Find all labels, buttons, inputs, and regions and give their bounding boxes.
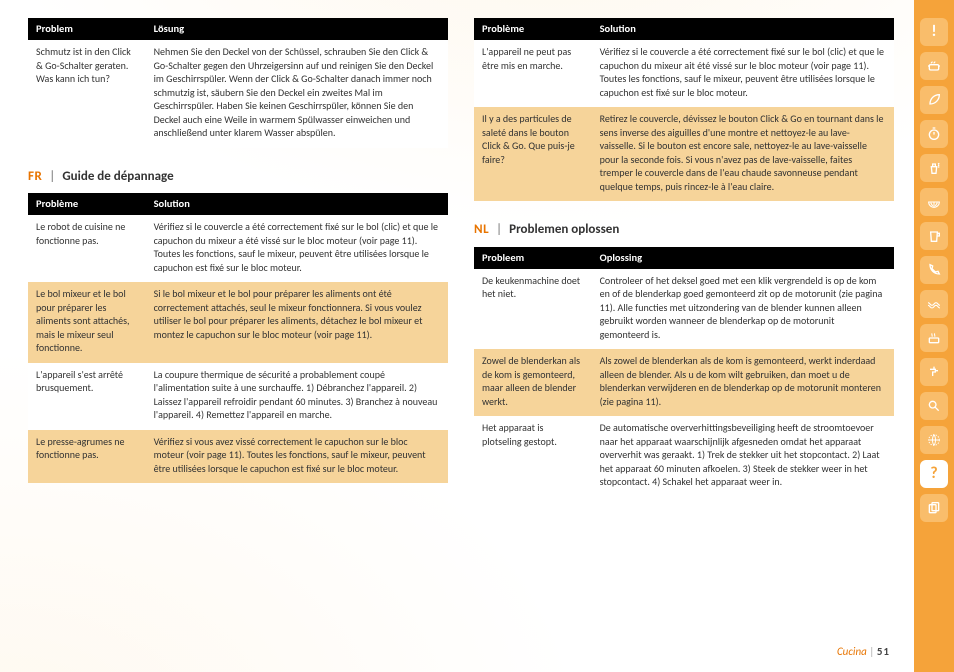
- table-row: Le robot de cuisine ne fonctionne pas. V…: [28, 215, 448, 282]
- cell-solution: Controleer of het deksel goed met een kl…: [592, 269, 894, 350]
- fr2-col-solution: Solution: [592, 18, 894, 40]
- heading-subtitle: Problemen oplossen: [509, 222, 619, 237]
- fr-table: Problème Solution Le robot de cuisine ne…: [28, 193, 448, 483]
- cell-problem: Il y a des particules de saleté dans le …: [474, 107, 592, 201]
- page-footer: Cucina | 51: [837, 645, 890, 660]
- citrus-icon[interactable]: [920, 188, 948, 216]
- cell-problem: Le robot de cuisine ne fonctionne pas.: [28, 215, 146, 282]
- cell-solution: Vérifiez si le couvercle a été correctem…: [592, 40, 894, 107]
- globe-icon[interactable]: [920, 426, 948, 454]
- nl-col-solution: Oplossing: [592, 247, 894, 269]
- lang-code: NL: [474, 222, 489, 237]
- cell-problem: Le bol mixeur et le bol pour préparer le…: [28, 282, 146, 363]
- heading-separator: |: [49, 169, 55, 184]
- tap-icon[interactable]: [920, 358, 948, 386]
- help-icon[interactable]: ?: [920, 460, 948, 488]
- side-tab-bar: ! ?: [914, 0, 954, 672]
- cell-solution: Nehmen Sie den Deckel von der Schüssel, …: [146, 40, 448, 148]
- cell-problem: L'appareil s'est arrêté brusquement.: [28, 363, 146, 430]
- heading-separator: |: [496, 222, 502, 237]
- fr-col-problem: Problème: [28, 193, 146, 215]
- table-row: Il y a des particules de saleté dans le …: [474, 107, 894, 201]
- cell-solution: De automatische oververhittingsbeveiligi…: [592, 416, 894, 497]
- steam-icon[interactable]: [920, 324, 948, 352]
- fr-heading: FR | Guide de dépannage: [28, 168, 448, 186]
- wave-icon[interactable]: [920, 290, 948, 318]
- cell-problem: Schmutz ist in den Click & Go-Schalter g…: [28, 40, 146, 148]
- cards-icon[interactable]: [920, 494, 948, 522]
- nl-table: Probleem Oplossing De keukenmachine doet…: [474, 247, 894, 497]
- cell-problem: Le presse-agrumes ne fonctionne pas.: [28, 430, 146, 484]
- jug-icon[interactable]: [920, 222, 948, 250]
- table-row: Het apparaat is plotseling gestopt. De a…: [474, 416, 894, 497]
- table-row: Zowel de blenderkan als de kom is gemont…: [474, 349, 894, 416]
- spray-icon[interactable]: [920, 154, 948, 182]
- table-row: Schmutz ist in den Click & Go-Schalter g…: [28, 40, 448, 148]
- cell-solution: Retirez le couvercle, dévissez le bouton…: [592, 107, 894, 201]
- cell-problem: Zowel de blenderkan als de kom is gemont…: [474, 349, 592, 416]
- de-table-continued: Problem Lösung Schmutz ist in den Click …: [28, 18, 448, 148]
- cell-problem: De keukenmachine doet het niet.: [474, 269, 592, 350]
- table-row: De keukenmachine doet het niet. Controle…: [474, 269, 894, 350]
- fr2-col-problem: Problème: [474, 18, 592, 40]
- lang-code: FR: [28, 169, 42, 184]
- leaf-icon[interactable]: [920, 86, 948, 114]
- de-col-solution: Lösung: [146, 18, 448, 40]
- cell-solution: Si le bol mixeur et le bol pour préparer…: [146, 282, 448, 363]
- left-column: Problem Lösung Schmutz ist in den Click …: [28, 18, 448, 654]
- cell-solution: La coupure thermique de sécurité a proba…: [146, 363, 448, 430]
- timer-icon[interactable]: [920, 120, 948, 148]
- footer-brand: Cucina: [837, 645, 867, 658]
- alert-icon[interactable]: !: [920, 18, 948, 46]
- phone-icon[interactable]: [920, 256, 948, 284]
- cell-problem: L'appareil ne peut pas être mis en march…: [474, 40, 592, 107]
- cell-solution: Vérifiez si vous avez vissé correctement…: [146, 430, 448, 484]
- fr-col-solution: Solution: [146, 193, 448, 215]
- table-row: Le bol mixeur et le bol pour préparer le…: [28, 282, 448, 363]
- footer-page-number: 51: [877, 645, 890, 658]
- nl-heading: NL | Problemen oplossen: [474, 221, 894, 239]
- fr-table-continued: Problème Solution L'appareil ne peut pas…: [474, 18, 894, 201]
- page-content: Problem Lösung Schmutz ist in den Click …: [0, 0, 954, 672]
- cell-problem: Het apparaat is plotseling gestopt.: [474, 416, 592, 497]
- cell-solution: Als zowel de blenderkan als de kom is ge…: [592, 349, 894, 416]
- heading-subtitle: Guide de dépannage: [62, 169, 173, 184]
- table-row: L'appareil ne peut pas être mis en march…: [474, 40, 894, 107]
- de-col-problem: Problem: [28, 18, 146, 40]
- right-column: Problème Solution L'appareil ne peut pas…: [474, 18, 894, 654]
- nl-col-problem: Probleem: [474, 247, 592, 269]
- footer-separator: |: [869, 645, 874, 658]
- pot-icon[interactable]: [920, 52, 948, 80]
- table-row: Le presse-agrumes ne fonctionne pas. Vér…: [28, 430, 448, 484]
- table-row: L'appareil s'est arrêté brusquement. La …: [28, 363, 448, 430]
- cell-solution: Vérifiez si le couvercle a été correctem…: [146, 215, 448, 282]
- search-icon[interactable]: [920, 392, 948, 420]
